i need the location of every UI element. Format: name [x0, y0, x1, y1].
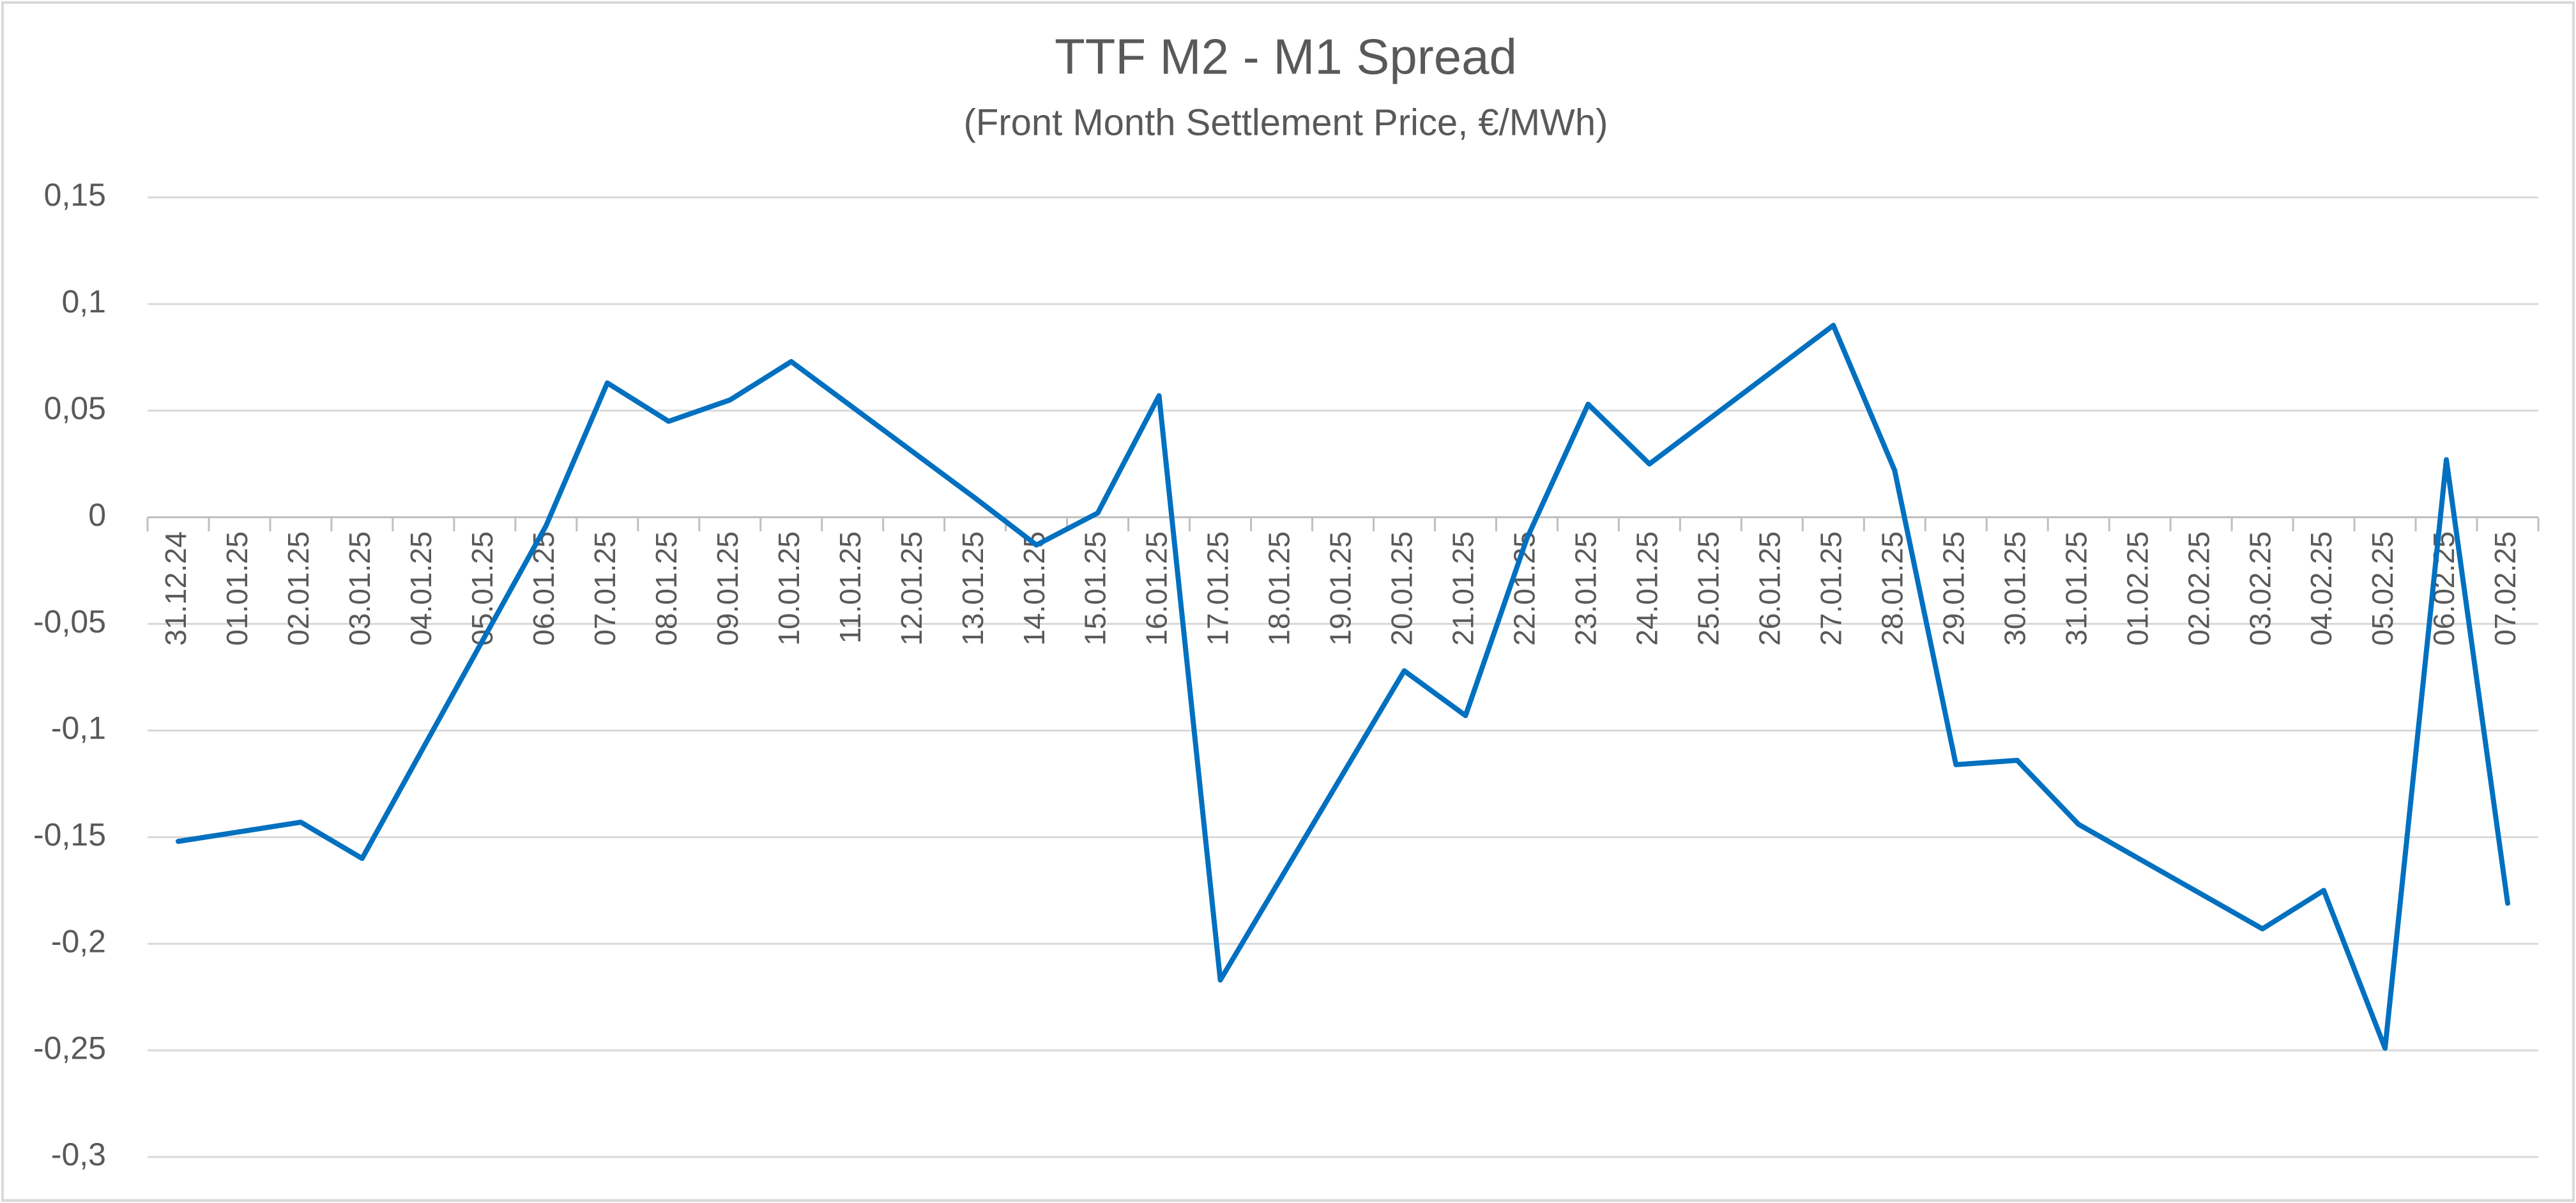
y-tick-label: -0,2	[51, 923, 106, 959]
x-tick-label: 11.01.25	[834, 532, 867, 644]
x-tick-label: 03.02.25	[2243, 532, 2276, 646]
x-tick-label: 21.01.25	[1447, 532, 1480, 646]
x-tick-label: 02.01.25	[282, 532, 315, 646]
chart-title: TTF M2 - M1 Spread	[1055, 29, 1517, 85]
x-tick-label: 28.01.25	[1875, 532, 1909, 646]
y-tick-label: 0	[88, 497, 106, 533]
x-tick-label: 31.12.24	[159, 532, 192, 646]
x-tick-label: 08.01.25	[650, 532, 683, 646]
x-tick-label: 25.01.25	[1692, 532, 1725, 646]
x-tick-label: 07.01.25	[588, 532, 621, 646]
x-tick-label: 05.02.25	[2366, 532, 2399, 646]
x-tick-label: 26.01.25	[1753, 532, 1786, 646]
x-tick-label: 14.01.25	[1017, 532, 1051, 646]
x-tick-label: 04.01.25	[404, 532, 438, 646]
x-tick-label: 17.01.25	[1201, 532, 1235, 646]
x-tick-label: 23.01.25	[1569, 532, 1603, 646]
x-tick-label: 18.01.25	[1263, 532, 1296, 646]
x-tick-label: 02.02.25	[2182, 532, 2215, 646]
x-tick-label: 31.01.25	[2059, 532, 2092, 646]
x-tick-label: 01.02.25	[2121, 532, 2154, 646]
y-tick-label: -0,25	[33, 1030, 106, 1066]
x-tick-label: 19.01.25	[1324, 532, 1357, 646]
chart-subtitle: (Front Month Settlement Price, €/MWh)	[964, 102, 1608, 143]
x-tick-label: 16.01.25	[1140, 532, 1173, 646]
y-tick-label: -0,1	[51, 710, 106, 746]
x-tick-label: 10.01.25	[772, 532, 805, 646]
x-tick-label: 04.02.25	[2305, 532, 2338, 646]
x-tick-label: 01.01.25	[220, 532, 254, 646]
x-tick-label: 09.01.25	[711, 532, 744, 646]
x-tick-label: 29.01.25	[1937, 532, 1970, 646]
x-tick-label: 15.01.25	[1079, 532, 1112, 646]
y-tick-label: 0,15	[44, 177, 106, 213]
y-tick-label: -0,3	[51, 1137, 106, 1172]
x-tick-label: 07.02.25	[2488, 532, 2522, 646]
y-tick-label: 0,1	[61, 284, 106, 319]
y-tick-label: -0,15	[33, 817, 106, 853]
x-tick-label: 05.01.25	[466, 532, 499, 646]
x-tick-label: 03.01.25	[343, 532, 376, 646]
x-tick-label: 13.01.25	[956, 532, 989, 646]
y-tick-label: 0,05	[44, 390, 106, 426]
x-tick-label: 20.01.25	[1385, 532, 1419, 646]
y-tick-label: -0,05	[33, 604, 106, 640]
x-tick-label: 24.01.25	[1631, 532, 1664, 646]
x-tick-label: 30.01.25	[1998, 532, 2031, 646]
x-tick-label: 12.01.25	[895, 532, 928, 646]
x-tick-label: 27.01.25	[1814, 532, 1847, 646]
data-line	[175, 323, 2511, 1051]
